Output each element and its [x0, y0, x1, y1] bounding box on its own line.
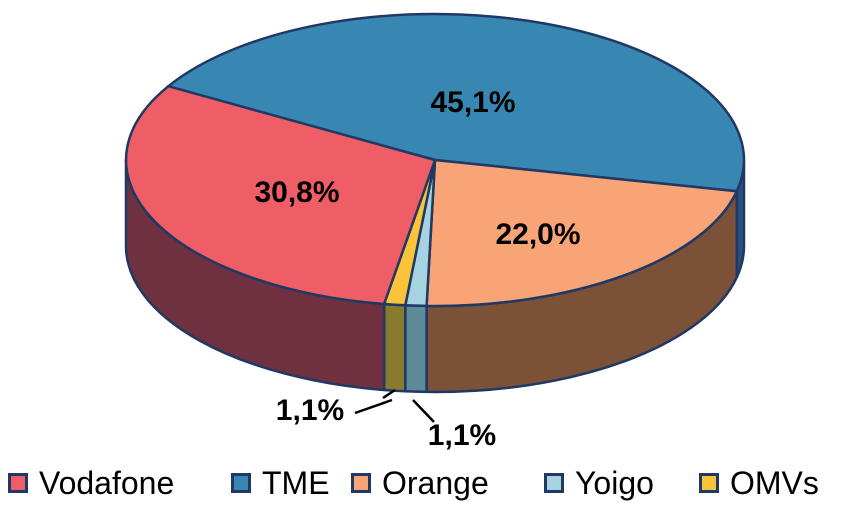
pie-slice-orange [425, 158, 739, 308]
callout-line-omvs [354, 388, 396, 415]
slice-label-omvs: 1,1% [275, 394, 345, 427]
callout-line-yoigo [412, 399, 435, 423]
pie-slice-vodafone [124, 84, 437, 306]
pie-slice-tme [166, 12, 746, 193]
slice-label-orange: 22,0% [495, 218, 581, 251]
slice-label-yoigo: 1,1% [427, 419, 497, 452]
pie-side-omvs [382, 302, 407, 393]
slice-label-tme: 45,1% [430, 86, 516, 119]
slice-label-vodafone: 30,8% [254, 176, 340, 209]
pie-side-yoigo [404, 304, 428, 394]
